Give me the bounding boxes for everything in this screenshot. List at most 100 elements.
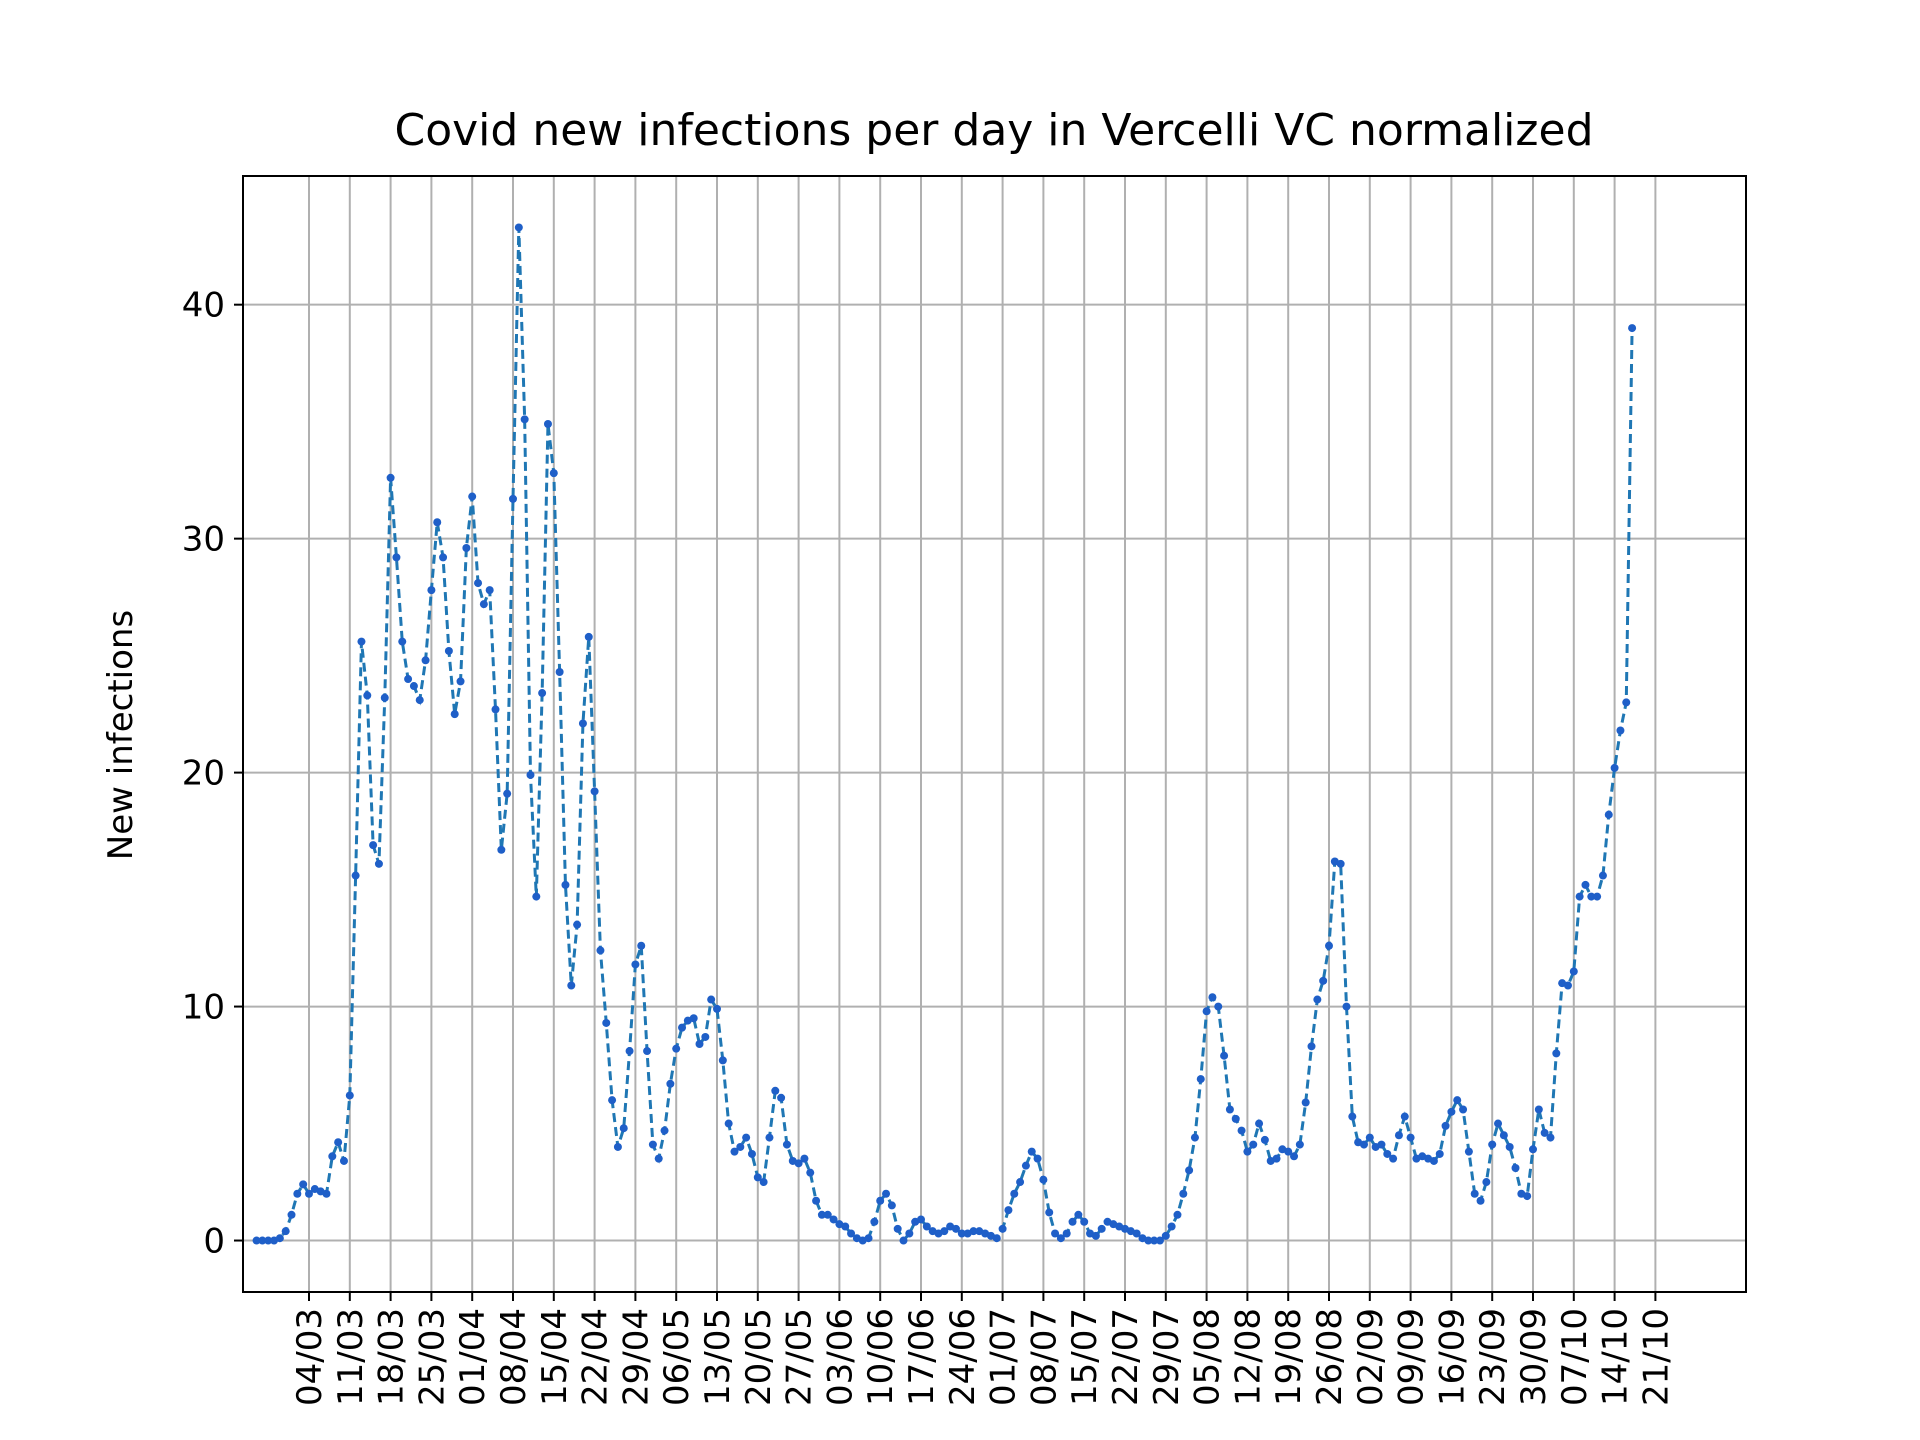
data-point [841, 1222, 850, 1231]
data-point [608, 1096, 617, 1105]
x-tick-label: 01/07 [984, 1308, 1024, 1406]
data-point [479, 600, 488, 609]
data-point [1616, 726, 1625, 735]
data-point [794, 1159, 803, 1168]
data-point [1628, 324, 1637, 333]
data-point [1622, 698, 1631, 707]
data-point [1004, 1206, 1013, 1215]
data-point [1610, 763, 1619, 772]
data-point [497, 845, 506, 854]
data-point [1301, 1098, 1310, 1107]
data-point [905, 1229, 914, 1238]
data-point [1027, 1147, 1036, 1156]
data-point [1406, 1133, 1415, 1142]
data-point [864, 1234, 873, 1243]
data-point [1476, 1196, 1485, 1205]
data-point [578, 719, 587, 728]
x-tick-label: 17/06 [902, 1308, 942, 1406]
y-tick-label: 0 [203, 1222, 225, 1262]
data-point [468, 492, 477, 501]
data-point [689, 1014, 698, 1023]
data-point [421, 656, 430, 665]
y-tick-label: 40 [182, 286, 225, 326]
data-point [503, 789, 512, 798]
data-point [1033, 1154, 1042, 1163]
data-point [1394, 1131, 1403, 1140]
data-point [1447, 1107, 1456, 1116]
data-point [823, 1210, 832, 1219]
data-point [957, 1229, 966, 1238]
data-point [1062, 1229, 1071, 1238]
data-point [1255, 1119, 1264, 1128]
data-point [1144, 1236, 1153, 1245]
data-point [462, 544, 471, 552]
data-point [293, 1189, 302, 1198]
data-point [637, 941, 646, 950]
y-tick-label: 20 [182, 754, 225, 794]
x-tick-label: 08/04 [494, 1308, 534, 1406]
data-point [742, 1133, 751, 1142]
data-point [1569, 967, 1578, 976]
data-point [1488, 1140, 1497, 1149]
data-point [264, 1236, 273, 1245]
data-point [374, 859, 383, 868]
data-point [287, 1210, 296, 1219]
data-point [386, 473, 395, 482]
data-point [847, 1229, 856, 1238]
data-point [806, 1168, 815, 1177]
data-point [1295, 1140, 1304, 1149]
data-point [305, 1189, 313, 1198]
chart-title: Covid new infections per day in Vercelli… [395, 105, 1594, 156]
data-point [899, 1236, 908, 1245]
data-point [567, 981, 576, 990]
data-point [1383, 1149, 1392, 1158]
data-point [1482, 1178, 1491, 1187]
data-point [427, 586, 436, 595]
data-point [1056, 1234, 1065, 1243]
data-point [485, 586, 494, 595]
data-point [870, 1217, 879, 1226]
data-point [532, 892, 541, 901]
data-point [771, 1086, 780, 1095]
x-tick-label: 29/07 [1147, 1308, 1187, 1406]
data-point [555, 668, 564, 676]
data-point [281, 1227, 290, 1236]
data-point [258, 1236, 267, 1245]
data-point [1167, 1222, 1176, 1231]
data-point [1091, 1231, 1100, 1240]
x-tick-label: 11/03 [331, 1308, 371, 1406]
data-point [573, 920, 582, 929]
data-point [829, 1215, 838, 1224]
data-point [1598, 871, 1607, 880]
data-point [812, 1196, 821, 1205]
x-tick-label: 12/08 [1228, 1308, 1268, 1406]
data-point [1494, 1119, 1503, 1128]
data-point [643, 1047, 652, 1056]
data-point [1546, 1133, 1555, 1142]
data-point [439, 553, 448, 562]
data-point [777, 1093, 786, 1102]
data-point [1068, 1217, 1077, 1226]
data-point [1039, 1175, 1048, 1184]
data-point [409, 682, 418, 691]
data-point [654, 1154, 663, 1163]
data-point [1214, 1002, 1223, 1011]
x-tick-label: 01/04 [453, 1308, 493, 1406]
data-point [474, 579, 483, 588]
data-point [351, 871, 360, 880]
data-point [678, 1023, 687, 1032]
data-point [450, 710, 459, 719]
data-point [1237, 1126, 1246, 1135]
y-axis-label: New infections [101, 610, 141, 860]
data-point [1016, 1178, 1025, 1187]
data-point [433, 518, 442, 527]
data-point [1202, 1007, 1211, 1016]
data-point [1231, 1114, 1240, 1123]
data-point [380, 693, 389, 702]
x-tick-label: 14/10 [1596, 1308, 1636, 1406]
x-tick-label: 08/07 [1024, 1308, 1064, 1406]
x-tick-label: 02/09 [1351, 1308, 1391, 1406]
data-point [1441, 1121, 1450, 1130]
